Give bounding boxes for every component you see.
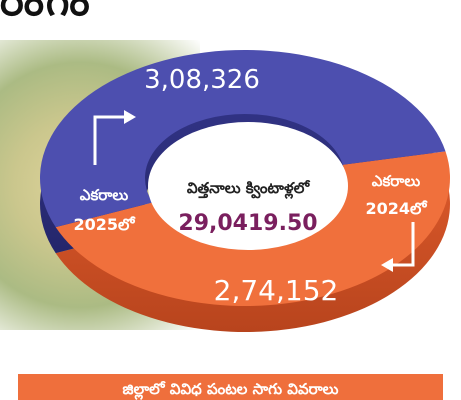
headline: రంగం bbox=[0, 0, 461, 22]
donut-slice-2025 bbox=[40, 50, 446, 228]
center-label: విత్తనాలు క్వింటాళ్లలో bbox=[187, 179, 311, 199]
slice-category-line1-2025: ఎకరాలు bbox=[80, 186, 128, 204]
slice-category-line2-2024: 2024లో bbox=[366, 199, 429, 218]
arrow-down-icon bbox=[393, 222, 415, 267]
slice-category-line1-2024: ఎకరాలు bbox=[372, 172, 420, 190]
arrow-up-icon bbox=[93, 115, 124, 165]
slice-value-label-2025: 3,08,326 bbox=[144, 65, 260, 95]
donut-hole bbox=[148, 122, 348, 250]
donut-chart: విత్తనాలు క్వింటాళ్లలో 29,0419.50 3,08,3… bbox=[40, 50, 451, 333]
banner-caption: జిల్లాలో వివిధ పంటల సాగు వివరాలు bbox=[18, 374, 443, 400]
donut-slice-2024 bbox=[55, 151, 451, 307]
slice-category-line2-2025: 2025లో bbox=[74, 215, 137, 234]
arrow-down-icon-head bbox=[381, 258, 393, 272]
arrow-up-icon-head bbox=[124, 110, 136, 124]
slice-value-label-2024: 2,74,152 bbox=[214, 274, 339, 307]
center-value: 29,0419.50 bbox=[178, 211, 317, 236]
